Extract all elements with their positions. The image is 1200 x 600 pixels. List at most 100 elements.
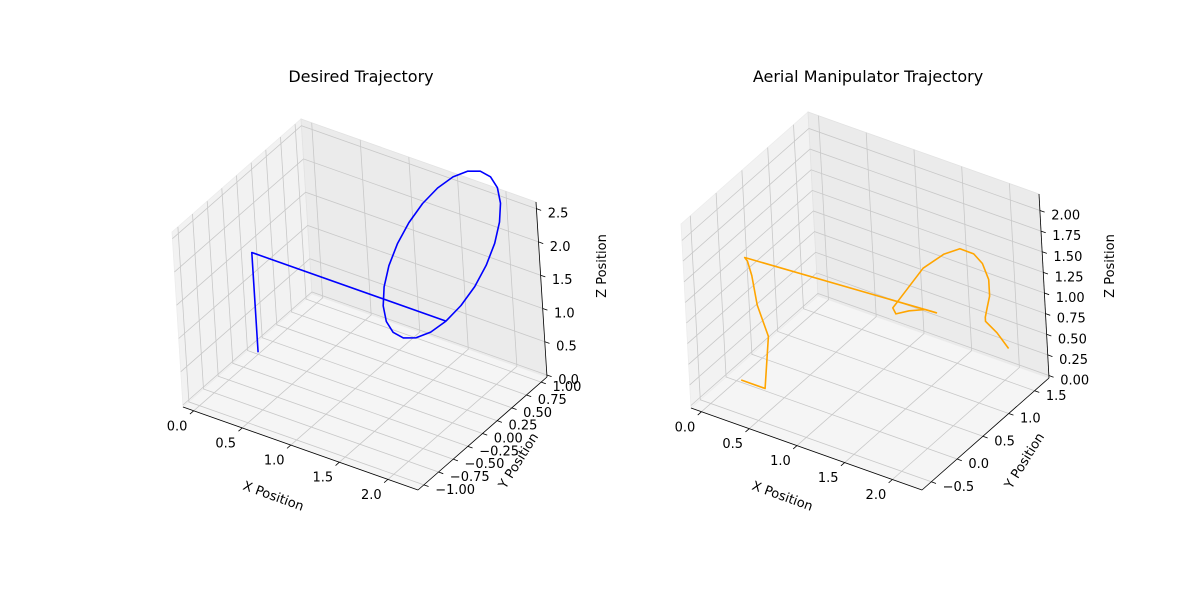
y-axis-line (921, 377, 1050, 491)
ticks: 0.00.51.01.52.0 −1.00−0.75−0.50−0.250.000… (167, 207, 582, 503)
desired-trajectory-3d-axes: Desired Trajectory X Position Y Position… (167, 67, 610, 515)
axis-panes (171, 118, 548, 491)
y-tick (956, 458, 962, 462)
y-tick-label: 0.0 (968, 457, 989, 472)
x-tick (888, 479, 893, 484)
y-tick (1034, 390, 1040, 393)
y-tick (482, 433, 488, 436)
z-gridline (182, 291, 548, 406)
z-gridline (688, 251, 1047, 365)
z-tick-label: 2.5 (548, 207, 569, 222)
y-gridline (294, 124, 542, 383)
z-tick-label: 1.5 (552, 273, 573, 288)
x-tick-label: 0.5 (722, 437, 743, 452)
x-axis-label: X Position (241, 479, 306, 515)
y-tick-label: 0.5 (994, 434, 1015, 449)
z-gridline (682, 148, 1042, 262)
x-tick-label: 0.5 (215, 436, 236, 451)
y-gridline (206, 201, 454, 460)
y-gridline (280, 136, 527, 396)
y-tick (423, 484, 429, 487)
x-tick-label: 2.0 (866, 488, 887, 503)
x-axis-line (182, 406, 419, 491)
z-tick-label: 0.75 (1057, 312, 1086, 327)
z-tick (538, 241, 544, 244)
z-tick-label: 0.50 (1058, 332, 1087, 347)
z-tick (1044, 292, 1050, 296)
z-axis-label: Z Position (1103, 234, 1118, 298)
x-gridline (844, 166, 973, 463)
chart-title: Desired Trajectory (288, 67, 433, 86)
y-tick (541, 381, 546, 385)
z-gridline (176, 191, 541, 306)
x-tick-label: 1.0 (264, 454, 285, 469)
y-tick-label: 0.00 (494, 432, 523, 447)
x-axis-line (690, 407, 923, 491)
y-tick-label: 1.5 (1046, 389, 1067, 404)
y-gridline (192, 213, 439, 473)
y-tick-label: −1.00 (435, 483, 475, 498)
grid (172, 122, 548, 486)
z-tick (540, 274, 546, 278)
x-tick-label: 1.0 (770, 454, 791, 469)
y-gridline (236, 175, 483, 434)
y-tick (1008, 413, 1014, 416)
y-gridline (265, 149, 512, 409)
y-tick (497, 420, 503, 423)
z-tick-label: 1.0 (554, 307, 575, 322)
x-tick (238, 427, 243, 432)
z-tick (1040, 230, 1046, 234)
y-gridline (221, 188, 468, 447)
trajectory-line (740, 247, 1010, 390)
y-gridline (689, 215, 932, 483)
z-axis-label: Z Position (595, 234, 610, 298)
z-gridline (685, 189, 1044, 303)
x-gridline (241, 139, 372, 429)
z-tick-label: 1.00 (1056, 291, 1085, 306)
z-gridline (174, 158, 539, 273)
x-tick (745, 428, 750, 433)
y-tick-label: −0.5 (943, 480, 975, 495)
z-gridline (689, 272, 1048, 386)
z-tick-label: 2.0 (550, 240, 571, 255)
x-tick-label: 1.5 (818, 471, 839, 486)
y-tick-label: 1.00 (553, 380, 582, 395)
y-tick-label: 0.25 (509, 419, 538, 434)
y-tick (526, 394, 532, 398)
z-tick-label: 1.25 (1055, 270, 1084, 285)
x-gridline (748, 132, 877, 430)
aerial-manipulator-trajectory-3d-axes: Aerial Manipulator Trajectory X Position… (675, 67, 1118, 515)
axis-lines (690, 193, 1050, 491)
z-tick (1048, 375, 1054, 378)
x-tick-label: 1.5 (312, 471, 333, 486)
y-tick (438, 471, 444, 475)
x-gridline (387, 191, 518, 480)
z-gridline (683, 169, 1043, 283)
z-gridline (172, 125, 537, 240)
x-tick-label: 0.0 (167, 419, 188, 434)
z-tick (544, 341, 550, 344)
x-gridline (339, 174, 469, 463)
z-tick-label: 0.25 (1059, 353, 1088, 368)
x-gridline (290, 157, 421, 446)
z-tick (1046, 333, 1052, 337)
y-tick-label: 0.50 (523, 406, 552, 421)
x-tick (840, 462, 845, 467)
z-gridline (178, 225, 543, 339)
x-tick (286, 444, 292, 449)
x-gridline (796, 149, 925, 446)
z-tick (542, 308, 548, 311)
y-gridline (793, 124, 1035, 392)
z-gridline (686, 210, 1045, 324)
z-gridline (687, 231, 1046, 344)
x-tick-label: 2.0 (361, 488, 382, 503)
y-gridline (741, 170, 984, 437)
z-tick-label: 0.0 (558, 373, 579, 388)
z-axis-line (1038, 193, 1050, 379)
y-gridline (250, 162, 498, 422)
x-axis-label: X Position (750, 479, 815, 515)
y-tick (467, 445, 473, 449)
x-tick (697, 411, 702, 416)
y-tick (982, 435, 988, 439)
y-tick-label: 0.75 (538, 393, 567, 408)
